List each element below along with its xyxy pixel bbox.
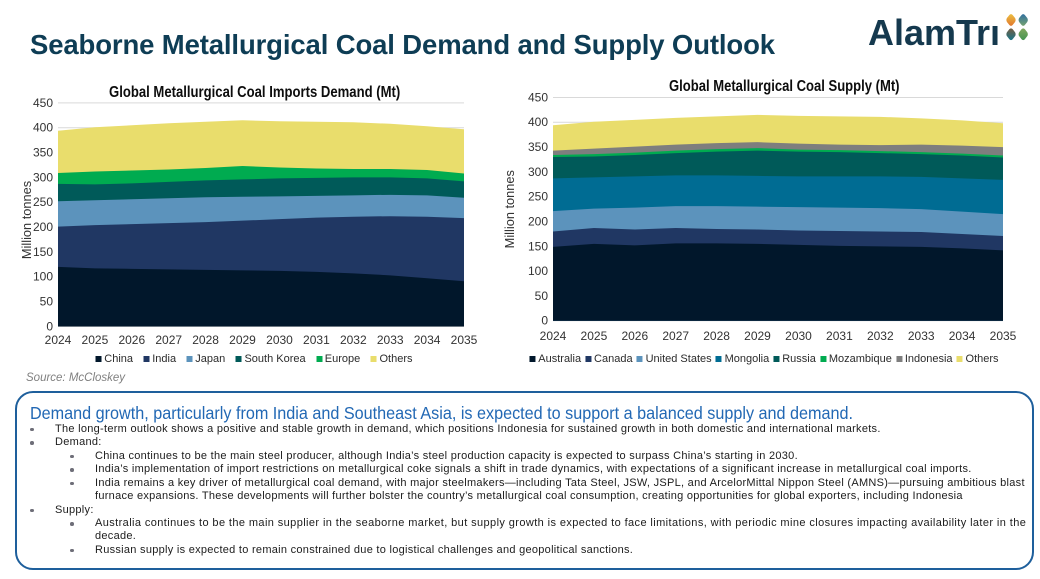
svg-text:2024: 2024 (540, 329, 567, 343)
svg-text:2026: 2026 (621, 329, 648, 343)
svg-text:2029: 2029 (744, 329, 771, 343)
svg-text:300: 300 (33, 170, 53, 184)
svg-text:2027: 2027 (155, 333, 182, 347)
svg-text:2034: 2034 (949, 329, 976, 343)
svg-text:2026: 2026 (118, 333, 145, 347)
svg-text:350: 350 (528, 140, 548, 154)
svg-text:2033: 2033 (908, 329, 935, 343)
svg-text:Million tonnes: Million tonnes (19, 181, 34, 259)
svg-text:2029: 2029 (229, 333, 256, 347)
svg-text:0: 0 (46, 319, 53, 333)
svg-text:450: 450 (528, 90, 548, 104)
svg-text:2030: 2030 (785, 329, 812, 343)
svg-text:2035: 2035 (451, 333, 478, 347)
svg-text:Million tonnes: Million tonnes (502, 170, 517, 248)
svg-text:250: 250 (528, 190, 548, 204)
svg-text:2034: 2034 (414, 333, 441, 347)
svg-text:200: 200 (528, 215, 548, 229)
svg-text:2024: 2024 (45, 333, 72, 347)
svg-text:150: 150 (528, 239, 548, 253)
svg-text:450: 450 (33, 96, 53, 110)
svg-text:2033: 2033 (377, 333, 404, 347)
svg-text:400: 400 (33, 121, 53, 135)
svg-text:250: 250 (33, 195, 53, 209)
svg-text:150: 150 (33, 245, 53, 259)
svg-text:2028: 2028 (192, 333, 219, 347)
svg-text:2035: 2035 (990, 329, 1017, 343)
svg-text:50: 50 (535, 289, 549, 303)
svg-text:2032: 2032 (867, 329, 894, 343)
svg-text:50: 50 (40, 295, 54, 309)
svg-text:400: 400 (528, 115, 548, 129)
svg-text:2028: 2028 (703, 329, 730, 343)
svg-text:2030: 2030 (266, 333, 293, 347)
svg-text:2025: 2025 (581, 329, 608, 343)
svg-text:300: 300 (528, 165, 548, 179)
svg-text:200: 200 (33, 220, 53, 234)
svg-text:2032: 2032 (340, 333, 367, 347)
svg-text:0: 0 (541, 314, 548, 328)
svg-text:2025: 2025 (82, 333, 109, 347)
svg-text:100: 100 (528, 264, 548, 278)
svg-text:2031: 2031 (826, 329, 853, 343)
svg-text:2027: 2027 (662, 329, 689, 343)
svg-text:350: 350 (33, 146, 53, 160)
svg-text:100: 100 (33, 270, 53, 284)
svg-text:2031: 2031 (303, 333, 330, 347)
